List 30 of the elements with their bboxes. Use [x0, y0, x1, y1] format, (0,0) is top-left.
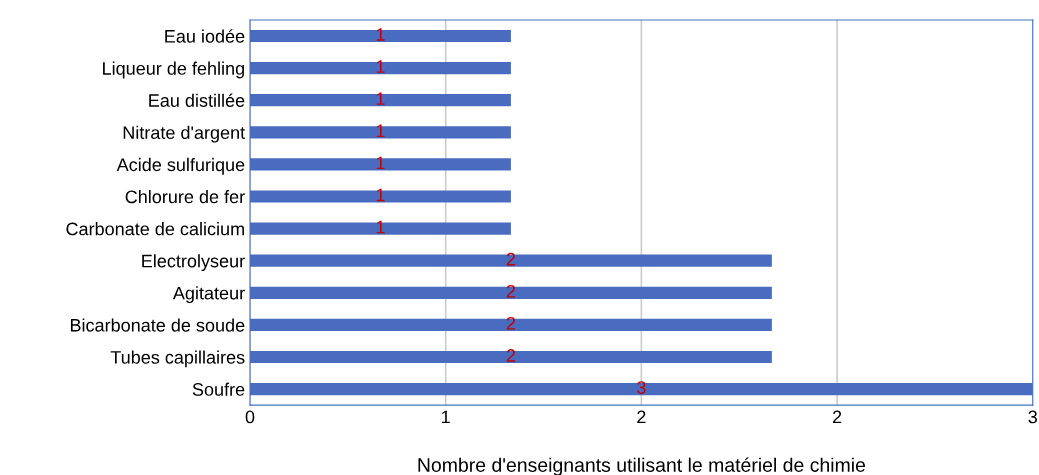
x-axis-title: Nombre d'enseignants utilisant le matériel de chimie — [418, 457, 866, 475]
data-label: 1 — [376, 28, 385, 41]
y-tick-label: Acide sulfurique — [116, 157, 245, 175]
data-label: 2 — [506, 284, 516, 298]
y-tick-label: Electrolyseur — [142, 254, 245, 271]
x-tick-label: 2 — [832, 410, 842, 424]
data-label: 1 — [376, 92, 385, 105]
x-tick-label: 2 — [637, 410, 646, 424]
y-tick-label: Carbonate de calicium — [66, 222, 244, 236]
data-label: 1 — [376, 124, 385, 137]
data-label: 1 — [376, 156, 385, 170]
x-tick-label: 0 — [245, 410, 255, 424]
y-tick-label: Agitateur — [172, 286, 245, 304]
data-label: 1 — [376, 188, 385, 202]
y-tick-label: Tubes capillaires — [110, 350, 245, 368]
x-tick-label: 1 — [442, 410, 450, 424]
y-tick-label: Eau distillée — [149, 93, 245, 107]
y-tick-label: Eau iodée — [165, 29, 245, 43]
y-tick-label: Nitrate d'argent — [123, 125, 245, 143]
y-tick-label: Bicarbonate de soude — [70, 318, 245, 332]
data-label: 1 — [376, 60, 385, 73]
y-tick-label: Chlorure de fer — [125, 189, 245, 204]
y-tick-label: Soufre — [192, 382, 245, 396]
data-label: 2 — [506, 316, 516, 330]
x-tick-label: 3 — [1028, 410, 1037, 424]
data-label: 1 — [376, 220, 385, 234]
data-label: 2 — [506, 252, 516, 266]
data-label: 2 — [506, 349, 516, 362]
data-label: 3 — [637, 381, 646, 394]
y-tick-label: Liqueur de fehling — [103, 61, 244, 79]
